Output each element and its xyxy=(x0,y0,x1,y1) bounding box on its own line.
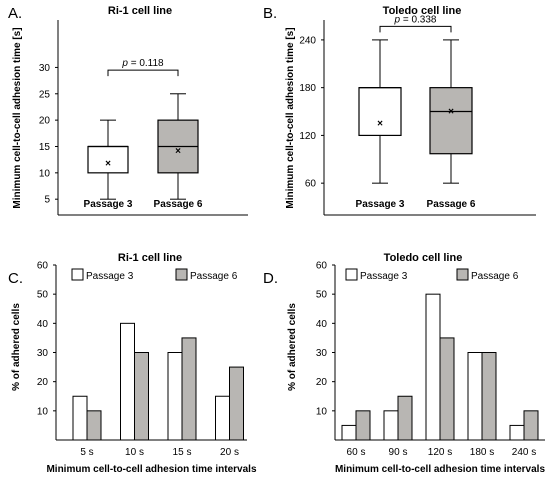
bar-passage-3 xyxy=(509,424,525,441)
panel-title: Toledo cell line xyxy=(383,5,462,17)
panel-d: D. Toledo cell line % of adhered cells 10 20… xyxy=(263,252,545,475)
bar-passage-3 xyxy=(72,395,88,441)
legend-swatch xyxy=(456,268,469,281)
legend-swatch xyxy=(175,268,188,281)
category-label: Passage 6 xyxy=(154,199,203,210)
category-label: Passage 6 xyxy=(427,199,476,210)
panel-c: C. Ri-1 cell line % of adhered cells 10 20 30… xyxy=(8,252,257,475)
box-passage-3 xyxy=(358,87,402,137)
y-tick-label: 240 xyxy=(299,35,316,46)
p-value-annotation: p = 0.118 xyxy=(121,58,164,69)
category-label: 120 s xyxy=(428,447,452,458)
y-axis-label: % of adhered cells xyxy=(287,303,298,391)
panel-a: A. Ri-1 cell line Minimum cell-to-cell adh… xyxy=(8,5,248,216)
mean-marker: × xyxy=(105,158,111,169)
panel-label: A. xyxy=(8,5,22,22)
y-tick-label: 5 xyxy=(44,195,50,206)
x-axis-label: Minimum cell-to-cell adhesion time inter… xyxy=(46,464,256,475)
y-tick-label: 30 xyxy=(39,63,51,74)
bar-passage-6 xyxy=(134,352,149,441)
bar-passage-6 xyxy=(481,352,497,441)
y-tick-label: 20 xyxy=(39,116,51,127)
y-tick-label: 50 xyxy=(316,290,328,301)
panel-title: Ri-1 cell line xyxy=(108,5,172,17)
bar-passage-3 xyxy=(425,293,441,441)
category-label: 15 s xyxy=(173,447,192,458)
legend-label: Passage 3 xyxy=(86,271,134,282)
bar-passage-6 xyxy=(439,337,455,441)
y-tick-label: 25 xyxy=(39,89,51,100)
y-tick-label: 60 xyxy=(37,261,49,272)
y-tick-label: 120 xyxy=(299,131,316,142)
y-tick-label: 60 xyxy=(316,261,328,272)
y-tick-label: 30 xyxy=(37,348,49,359)
significance-bracket xyxy=(379,25,452,33)
bar-passage-3 xyxy=(120,322,135,441)
legend-swatch xyxy=(345,268,358,281)
y-tick-label: 20 xyxy=(37,377,49,388)
mean-marker: × xyxy=(175,146,181,157)
y-tick-label: 10 xyxy=(39,168,51,179)
category-label: 10 s xyxy=(125,447,144,458)
y-tick-label: 10 xyxy=(37,406,49,417)
box-passage-6 xyxy=(429,87,473,155)
panel-title: Toledo cell line xyxy=(384,252,463,264)
bar-passage-6 xyxy=(229,366,244,441)
panel-label: D. xyxy=(263,270,278,287)
mean-marker: × xyxy=(377,119,383,130)
y-axis-label: Minimum cell-to-cell adhesion time [s] xyxy=(285,27,296,208)
bar-passage-3 xyxy=(215,395,230,441)
y-tick-label: 10 xyxy=(316,406,328,417)
category-label: Passage 3 xyxy=(356,199,405,210)
legend-label: Passage 3 xyxy=(360,271,408,282)
bar-passage-6 xyxy=(181,337,197,441)
bar-passage-3 xyxy=(467,352,483,441)
y-axis-label: Minimum cell-to-cell adhesion time [s] xyxy=(12,27,23,208)
legend-label: Passage 6 xyxy=(471,271,519,282)
y-tick-label: 20 xyxy=(316,377,328,388)
category-label: 240 s xyxy=(512,447,536,458)
bar-passage-6 xyxy=(397,395,413,441)
y-tick-label: 60 xyxy=(305,179,317,190)
y-axis-label: % of adhered cells xyxy=(11,303,22,391)
y-tick-label: 15 xyxy=(39,142,51,153)
category-label: 90 s xyxy=(389,447,408,458)
legend-label: Passage 6 xyxy=(190,271,238,282)
significance-bracket xyxy=(107,69,179,77)
y-tick-label: 30 xyxy=(316,348,328,359)
category-label: 5 s xyxy=(80,447,93,458)
bar-passage-3 xyxy=(341,424,357,441)
panel-label: B. xyxy=(263,5,277,22)
p-value-annotation: p = 0.338 xyxy=(394,14,437,25)
bar-passage-6 xyxy=(523,410,539,441)
y-tick-label: 180 xyxy=(299,83,316,94)
panel-b: B. Toledo cell line Minimum cell-to-cell a… xyxy=(263,5,536,216)
bar-passage-6 xyxy=(355,410,371,441)
box-passage-3 xyxy=(87,145,129,174)
category-label: 60 s xyxy=(347,447,366,458)
category-label: 20 s xyxy=(220,447,239,458)
legend-swatch xyxy=(71,268,84,281)
x-axis-label: Minimum cell-to-cell adhesion time inter… xyxy=(335,464,545,475)
category-label: Passage 3 xyxy=(84,199,133,210)
category-label: 180 s xyxy=(470,447,494,458)
bar-passage-3 xyxy=(383,410,399,441)
panel-label: C. xyxy=(8,270,23,287)
mean-marker: × xyxy=(448,107,454,118)
bar-passage-3 xyxy=(167,352,183,441)
y-tick-label: 40 xyxy=(37,319,49,330)
y-tick-label: 40 xyxy=(316,319,328,330)
panel-title: Ri-1 cell line xyxy=(118,252,182,264)
y-tick-label: 50 xyxy=(37,290,49,301)
bar-passage-6 xyxy=(86,410,102,441)
